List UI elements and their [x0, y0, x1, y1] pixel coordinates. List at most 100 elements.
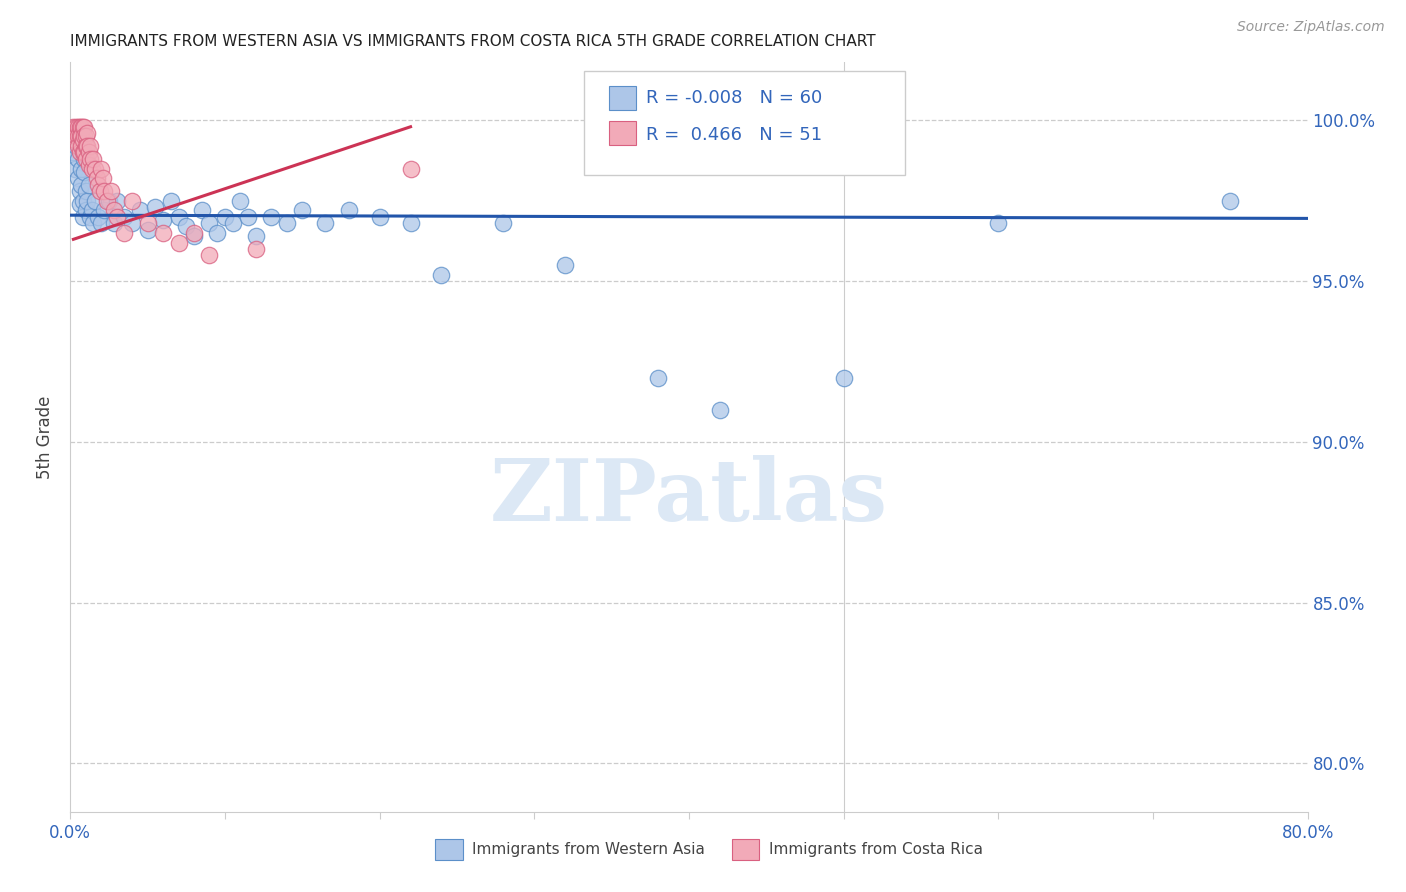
Point [79, 139, 101, 153]
Point [90, 216, 112, 230]
Point [121, 194, 143, 208]
Text: ZIPatlas: ZIPatlas [489, 455, 889, 539]
Point [315, 216, 337, 230]
Point [167, 210, 190, 224]
Point [160, 194, 183, 208]
Point [73, 152, 96, 166]
Point [77, 158, 100, 172]
Point [84, 161, 107, 176]
Point [152, 213, 174, 227]
Point [100, 184, 122, 198]
Point [76, 194, 98, 208]
Point [62, 145, 84, 160]
Point [70, 120, 93, 134]
Point [86, 171, 108, 186]
Point [77, 178, 100, 192]
Point [191, 203, 214, 218]
Point [69, 120, 91, 134]
Point [93, 184, 115, 198]
Point [245, 242, 267, 256]
Point [90, 161, 112, 176]
Point [69, 197, 91, 211]
Point [79, 152, 101, 166]
Point [91, 171, 114, 186]
Point [67, 139, 90, 153]
Point [75, 129, 97, 144]
Point [72, 210, 94, 224]
Point [72, 120, 94, 134]
Point [492, 216, 515, 230]
Point [430, 268, 453, 282]
Point [67, 120, 90, 134]
Point [399, 161, 422, 176]
Point [73, 145, 96, 160]
Point [114, 210, 135, 224]
FancyBboxPatch shape [609, 86, 636, 110]
Point [96, 194, 118, 208]
Point [245, 229, 267, 244]
Text: IMMIGRANTS FROM WESTERN ASIA VS IMMIGRANTS FROM COSTA RICA 5TH GRADE CORRELATION: IMMIGRANTS FROM WESTERN ASIA VS IMMIGRAN… [70, 34, 876, 49]
Point [69, 129, 91, 144]
Point [136, 216, 159, 230]
Point [75, 152, 97, 166]
Point [79, 210, 101, 224]
Point [260, 210, 283, 224]
Point [63, 161, 86, 176]
Point [82, 152, 105, 166]
Point [103, 216, 125, 230]
Point [105, 210, 128, 224]
Point [70, 161, 93, 176]
Point [368, 210, 391, 224]
Point [72, 145, 94, 160]
Point [63, 133, 86, 147]
Point [337, 203, 360, 218]
Point [73, 165, 96, 179]
Point [121, 216, 143, 230]
Point [80, 203, 103, 218]
Point [76, 126, 98, 140]
Point [214, 210, 236, 224]
Text: Immigrants from Western Asia: Immigrants from Western Asia [472, 842, 706, 856]
Point [76, 139, 98, 153]
Point [183, 229, 205, 244]
Point [70, 139, 93, 153]
FancyBboxPatch shape [733, 839, 759, 861]
Point [276, 216, 298, 230]
Point [709, 402, 731, 417]
Point [63, 126, 86, 140]
Point [75, 139, 97, 153]
Point [198, 216, 221, 230]
Point [114, 226, 135, 240]
Point [98, 194, 120, 208]
Point [1219, 194, 1241, 208]
Point [229, 194, 252, 208]
Point [73, 120, 96, 134]
Point [238, 210, 260, 224]
Point [832, 370, 855, 384]
Point [183, 226, 205, 240]
Point [75, 184, 97, 198]
Point [152, 226, 174, 240]
Text: R =  0.466   N = 51: R = 0.466 N = 51 [645, 126, 821, 145]
Point [89, 184, 111, 198]
Point [84, 194, 107, 208]
Point [145, 200, 166, 214]
Point [291, 203, 314, 218]
Point [198, 248, 221, 262]
Point [65, 120, 87, 134]
Point [69, 145, 91, 160]
Point [554, 258, 576, 272]
Point [167, 235, 190, 250]
Text: Source: ZipAtlas.com: Source: ZipAtlas.com [1237, 20, 1385, 34]
Point [105, 194, 128, 208]
Point [70, 129, 93, 144]
Point [82, 216, 105, 230]
Point [87, 178, 110, 192]
Point [647, 370, 669, 384]
Point [987, 216, 1010, 230]
Text: Immigrants from Costa Rica: Immigrants from Costa Rica [769, 842, 983, 856]
Point [67, 152, 90, 166]
Point [129, 203, 152, 218]
Point [103, 203, 125, 218]
Point [65, 129, 87, 144]
